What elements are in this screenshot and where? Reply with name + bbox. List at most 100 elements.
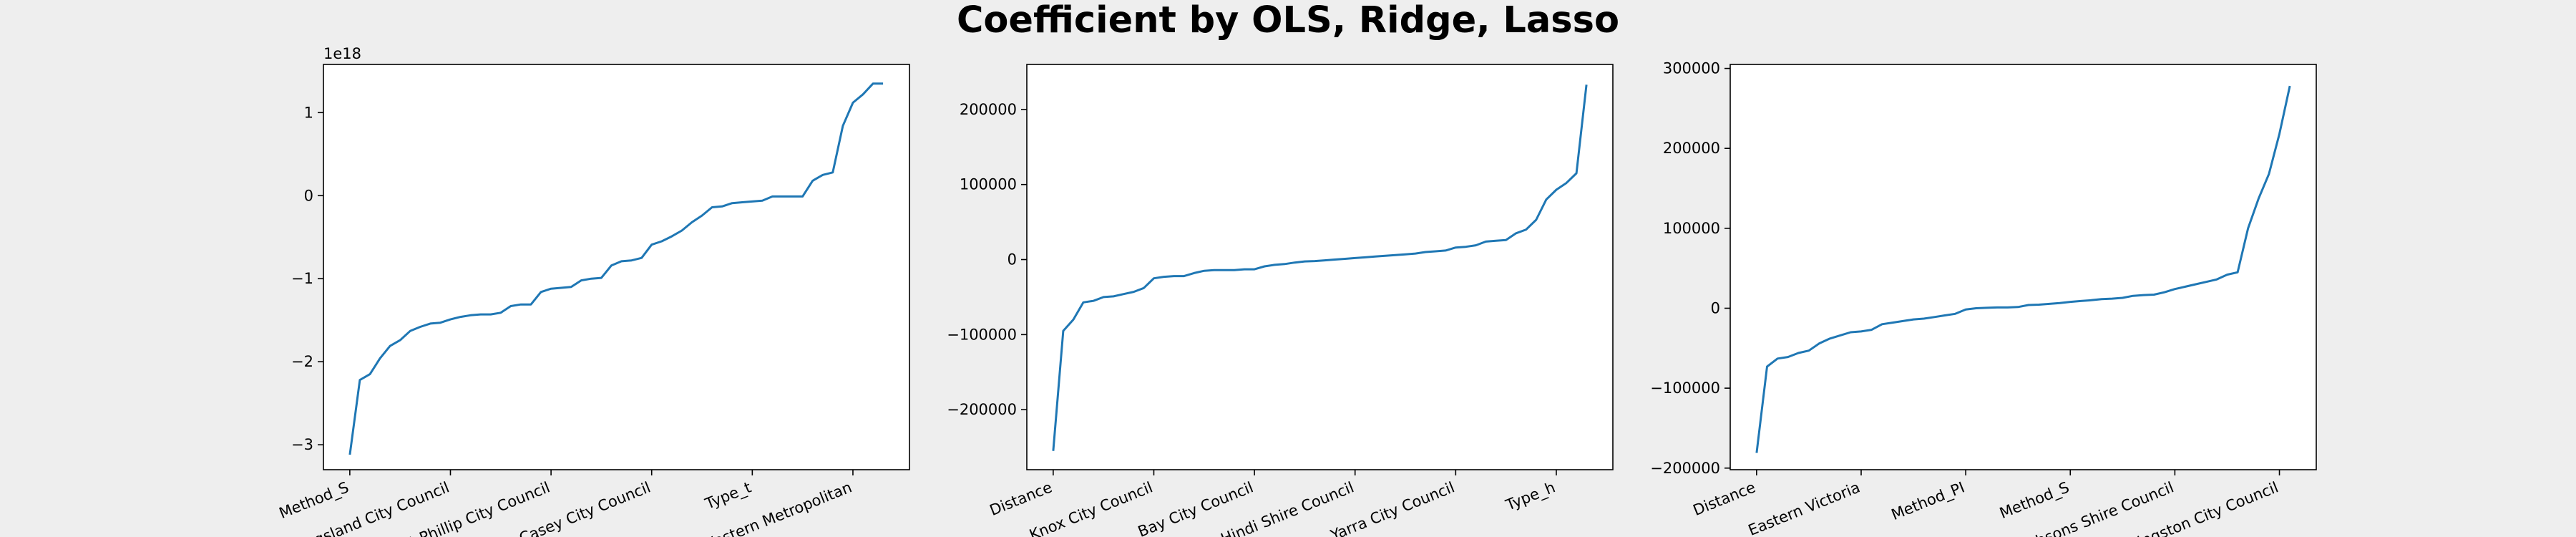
data-point bbox=[1755, 452, 1758, 455]
data-point bbox=[540, 291, 542, 294]
data-point bbox=[459, 316, 462, 319]
data-point bbox=[1839, 334, 1842, 337]
data-point bbox=[1132, 291, 1135, 294]
data-point bbox=[1173, 275, 1176, 278]
data-point bbox=[1933, 316, 1936, 319]
data-point bbox=[761, 199, 763, 202]
data-point bbox=[630, 259, 633, 262]
data-point bbox=[530, 303, 532, 306]
data-point bbox=[1314, 260, 1317, 263]
data-point bbox=[369, 373, 371, 376]
data-point bbox=[1213, 268, 1216, 271]
data-point bbox=[439, 321, 441, 324]
data-point bbox=[1384, 254, 1387, 257]
y-tick-label: −3 bbox=[291, 436, 313, 453]
x-tick-label: Method_PI bbox=[1889, 478, 1968, 524]
data-point bbox=[1052, 450, 1055, 453]
data-point bbox=[1424, 251, 1427, 253]
data-point bbox=[660, 240, 663, 243]
data-point bbox=[821, 173, 824, 176]
data-point bbox=[2048, 302, 2051, 305]
data-point bbox=[1183, 275, 1186, 278]
data-point bbox=[1072, 318, 1075, 321]
data-point bbox=[1102, 296, 1105, 299]
data-point bbox=[2016, 306, 2019, 309]
data-point bbox=[1525, 228, 1528, 231]
data-point bbox=[2195, 283, 2197, 286]
data-point bbox=[2184, 285, 2187, 288]
data-point bbox=[1404, 253, 1407, 256]
axes-frame bbox=[1729, 64, 2317, 470]
data-point bbox=[2079, 299, 2082, 302]
data-point bbox=[1495, 239, 1498, 242]
data-point bbox=[1849, 331, 1852, 334]
data-point bbox=[1515, 232, 1518, 235]
y-tick-label: 0 bbox=[1711, 299, 1720, 316]
data-point bbox=[1324, 259, 1327, 262]
data-point bbox=[1414, 252, 1417, 255]
axes-frame bbox=[1026, 64, 1614, 470]
data-point bbox=[1575, 172, 1578, 175]
series-line bbox=[348, 82, 884, 455]
x-tick-label: Distance bbox=[1691, 478, 1758, 519]
data-point bbox=[348, 453, 351, 456]
data-point bbox=[1243, 268, 1246, 271]
data-point bbox=[1901, 319, 1904, 322]
data-point bbox=[590, 277, 592, 280]
data-point bbox=[701, 214, 703, 217]
data-point bbox=[1354, 256, 1357, 259]
y-tick-label: 300000 bbox=[1663, 60, 1720, 77]
data-point bbox=[2152, 294, 2155, 296]
data-point bbox=[680, 229, 683, 232]
data-point bbox=[2132, 294, 2135, 297]
data-point bbox=[2226, 274, 2229, 276]
data-point bbox=[1374, 255, 1377, 258]
data-point bbox=[1344, 258, 1347, 261]
axes-frame bbox=[323, 64, 910, 470]
data-point bbox=[1535, 218, 1538, 221]
data-point bbox=[570, 286, 572, 289]
data-point bbox=[841, 125, 844, 127]
data-point bbox=[741, 201, 743, 204]
data-point bbox=[560, 286, 562, 289]
data-point bbox=[1082, 301, 1085, 304]
y-tick-label: 200000 bbox=[960, 101, 1017, 118]
data-point bbox=[1818, 342, 1821, 345]
data-point bbox=[1464, 246, 1467, 248]
data-point bbox=[1394, 253, 1397, 256]
data-point bbox=[1985, 306, 1988, 309]
x-tick-label: Method_S bbox=[277, 478, 351, 523]
data-point bbox=[1870, 329, 1873, 332]
data-point bbox=[358, 379, 361, 382]
data-point bbox=[862, 93, 864, 96]
data-point bbox=[1263, 265, 1266, 268]
data-point bbox=[670, 235, 673, 238]
data-point bbox=[1475, 244, 1478, 247]
data-point bbox=[1293, 261, 1296, 264]
data-point bbox=[2163, 291, 2166, 294]
data-point bbox=[449, 318, 452, 321]
data-point bbox=[1334, 258, 1337, 261]
y-tick-label: 1 bbox=[304, 104, 313, 121]
data-point bbox=[550, 287, 552, 290]
data-point bbox=[1964, 308, 1967, 311]
data-point bbox=[1923, 317, 1926, 320]
data-point bbox=[1203, 269, 1206, 272]
data-point bbox=[1943, 314, 1946, 317]
data-point bbox=[610, 264, 613, 267]
data-point bbox=[499, 311, 502, 314]
data-point bbox=[379, 357, 381, 360]
data-point bbox=[2059, 301, 2062, 304]
data-point bbox=[1444, 249, 1447, 252]
data-point bbox=[691, 221, 693, 223]
data-point bbox=[620, 260, 623, 263]
data-point bbox=[1273, 263, 1276, 266]
data-point bbox=[1545, 198, 1548, 201]
x-tick-label: Method_S bbox=[1997, 478, 2072, 523]
data-point bbox=[1153, 277, 1156, 280]
data-point bbox=[580, 279, 582, 282]
data-point bbox=[1954, 312, 1957, 315]
data-point bbox=[2257, 198, 2260, 200]
data-point bbox=[1505, 238, 1508, 241]
